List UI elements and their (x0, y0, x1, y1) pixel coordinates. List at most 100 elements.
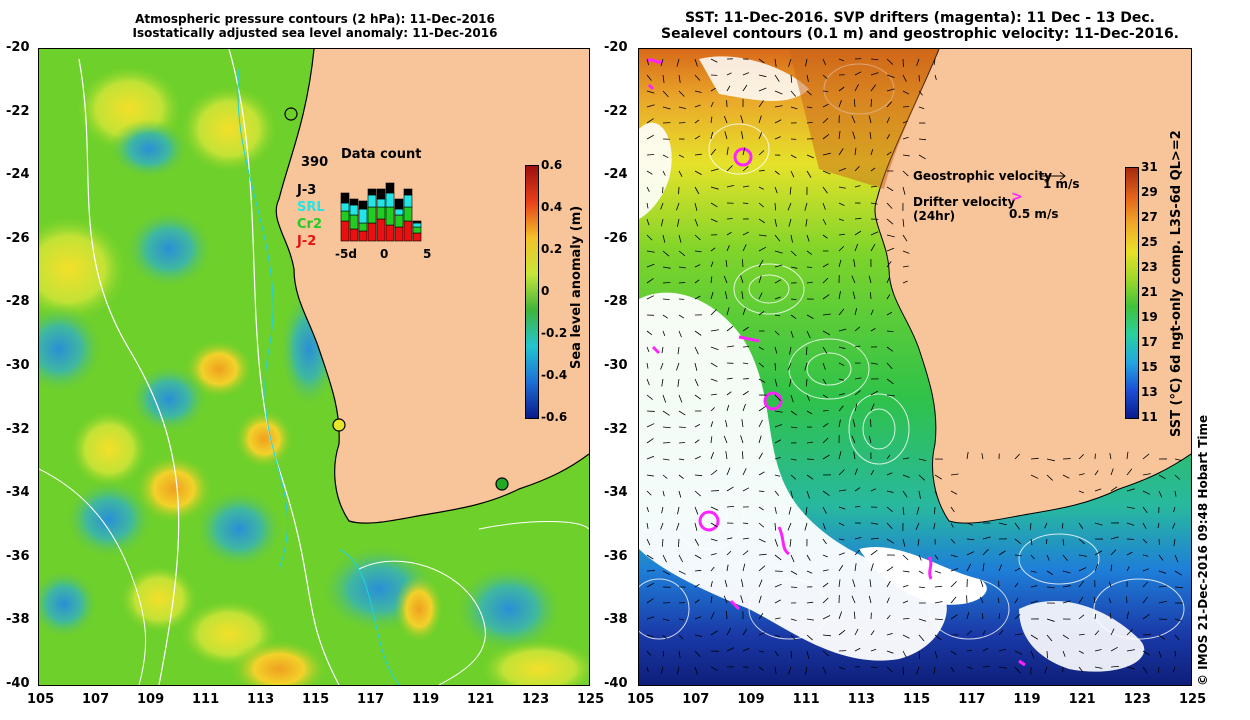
histogram-bar (394, 208, 404, 216)
y-tick-label: -40 (6, 676, 30, 691)
histogram-bar (376, 218, 386, 242)
histogram-bar (394, 214, 404, 228)
y-tick-label: -30 (6, 358, 30, 373)
geostrophic-scale-arrow (1041, 171, 1066, 181)
histogram-bar (349, 228, 359, 242)
histogram-bar (358, 208, 368, 224)
histogram-bar (385, 206, 395, 226)
histogram-bar (412, 232, 422, 242)
y-tick-label: -28 (6, 294, 30, 310)
x-tick-label: 125 (577, 692, 605, 707)
x-tick-label: 115 (302, 692, 330, 707)
sea-level-anomaly-map[interactable]: 390 Data count J-3 SRL Cr2 J-2 -5d 0 5 0.6 0… (38, 48, 590, 686)
y-tick-label: -24 (6, 167, 30, 183)
sst-colorbar (1125, 167, 1139, 419)
y-tick-label: -36 (6, 548, 30, 564)
colorbar-tick: 27 (1141, 210, 1158, 224)
x-tick-label: 113 (847, 692, 875, 707)
x-tick-label: 117 (958, 692, 986, 707)
x-tick-label: 107 (82, 692, 110, 707)
mission-label: SRL (297, 200, 325, 215)
y-tick-label: -40 (604, 676, 628, 691)
station-marker (332, 418, 346, 432)
imos-credit: © IMOS 21-Dec-2016 09:48 Hobart Time (1196, 414, 1210, 686)
x-tick-label: 123 (1123, 692, 1151, 707)
station-marker (495, 477, 509, 491)
mission-label: J-3 (297, 183, 317, 198)
histogram-bar (349, 214, 359, 230)
x-tick-label: 119 (412, 692, 440, 707)
australia-land (276, 49, 589, 524)
colorbar-tick: 0 (541, 284, 550, 298)
y-tick-label: -38 (604, 612, 628, 628)
y-tick-label: -34 (6, 485, 30, 501)
histogram-bar (340, 210, 350, 222)
histogram-bar (358, 230, 368, 242)
histogram-bar (349, 204, 359, 216)
histogram-bar (412, 226, 422, 234)
y-tick-label: -30 (604, 358, 628, 373)
colorbar-tick: 0.4 (541, 200, 563, 214)
y-tick-label: -28 (604, 294, 628, 310)
x-tick-label: 107 (682, 692, 710, 707)
y-tick-label: -22 (604, 103, 628, 119)
histogram-bar (394, 198, 404, 210)
mission-label: J-2 (297, 234, 317, 249)
right-title-line2: Sealevel contours (0.1 m) and geostrophi… (661, 26, 1179, 42)
histogram-bar (376, 188, 386, 200)
histogram-bar (403, 194, 413, 208)
x-tick-label: 113 (247, 692, 275, 707)
x-tick-label: 105 (627, 692, 655, 707)
data-count-title: Data count (341, 147, 422, 162)
histogram-bar (367, 222, 377, 242)
drifter-velocity-label: Drifter velocity (913, 195, 1016, 209)
x-tick-label: 123 (522, 692, 550, 707)
mission-label: Cr2 (297, 217, 322, 232)
drifter-tracks (646, 58, 1026, 667)
x-tick-label: 115 (903, 692, 931, 707)
histogram-bar (385, 224, 395, 242)
x-tick-label: 119 (1013, 692, 1041, 707)
drifter-velocity-sublabel: (24hr) (913, 209, 956, 223)
x-tick-label: 109 (737, 692, 765, 707)
colorbar-tick: -0.6 (541, 410, 568, 424)
data-count-histogram (340, 182, 422, 242)
y-tick-label: -24 (604, 167, 628, 183)
x-tick-label: 109 (137, 692, 165, 707)
y-tick-label: -20 (6, 40, 30, 55)
colorbar-tick: -0.4 (541, 368, 568, 382)
left-title-line1: Atmospheric pressure contours (2 hPa): 1… (135, 12, 495, 26)
colorbar-tick: 13 (1141, 385, 1158, 399)
left-panel-title: Atmospheric pressure contours (2 hPa): 1… (40, 12, 590, 40)
sla-map-svg (39, 49, 589, 685)
geostrophic-velocity-label: Geostrophic velocity (913, 169, 1052, 183)
histogram-bar (376, 206, 386, 220)
histogram-bar (367, 194, 377, 208)
sst-map[interactable]: Geostrophic velocity 1 m/s Drifter veloc… (638, 48, 1192, 686)
x-tick-label: 111 (792, 692, 820, 707)
colorbar-tick: 0.2 (541, 242, 563, 256)
colorbar-tick: 17 (1141, 335, 1158, 349)
colorbar-tick: 29 (1141, 185, 1158, 199)
histogram-bar (403, 188, 413, 196)
sla-colorbar (525, 165, 539, 419)
x-tick-label: 117 (357, 692, 385, 707)
colorbar-tick: 31 (1141, 160, 1158, 174)
histogram-bar (349, 198, 359, 206)
x-tick-label: 121 (467, 692, 495, 707)
x-tick-label: 125 (1179, 692, 1207, 707)
australia-land (874, 49, 1191, 524)
histogram-bar (376, 198, 386, 208)
y-tick-label: -26 (604, 230, 628, 246)
histogram-bar (412, 220, 422, 224)
y-tick-label: -20 (604, 40, 628, 55)
colorbar-tick: 23 (1141, 260, 1158, 274)
colorbar-tick: 15 (1141, 360, 1158, 374)
data-count-total: 390 (301, 155, 329, 170)
y-tick-label: -32 (604, 421, 628, 437)
colorbar-tick: 25 (1141, 235, 1158, 249)
colorbar-tick: 19 (1141, 310, 1158, 324)
drifter-scale-arrow-icon: > (1011, 189, 1023, 205)
histogram-bar (385, 192, 395, 208)
colorbar-tick: 21 (1141, 285, 1158, 299)
